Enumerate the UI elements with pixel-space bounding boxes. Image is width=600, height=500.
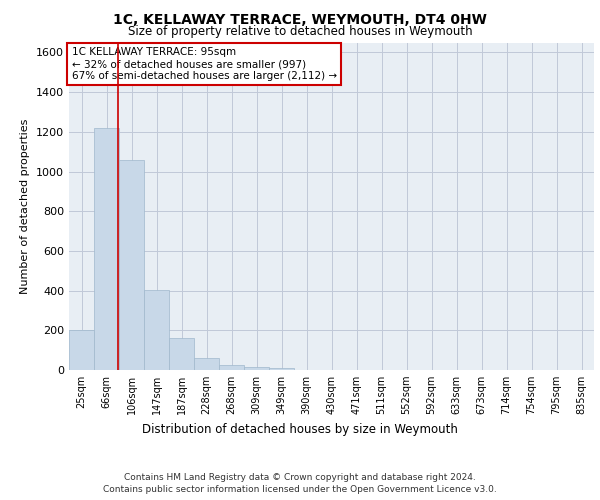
Text: Size of property relative to detached houses in Weymouth: Size of property relative to detached ho… [128,25,472,38]
Y-axis label: Number of detached properties: Number of detached properties [20,118,31,294]
Bar [144,290,169,370]
Text: Contains public sector information licensed under the Open Government Licence v3: Contains public sector information licen… [103,485,497,494]
Bar [219,365,244,370]
Bar [94,128,119,370]
Bar [169,338,194,370]
Text: 1C, KELLAWAY TERRACE, WEYMOUTH, DT4 0HW: 1C, KELLAWAY TERRACE, WEYMOUTH, DT4 0HW [113,12,487,26]
Bar [69,330,94,370]
Text: Distribution of detached houses by size in Weymouth: Distribution of detached houses by size … [142,422,458,436]
Bar [244,367,269,370]
Bar [119,160,144,370]
Text: 1C KELLAWAY TERRACE: 95sqm
← 32% of detached houses are smaller (997)
67% of sem: 1C KELLAWAY TERRACE: 95sqm ← 32% of deta… [71,48,337,80]
Bar [269,368,294,370]
Bar [194,358,219,370]
Text: Contains HM Land Registry data © Crown copyright and database right 2024.: Contains HM Land Registry data © Crown c… [124,472,476,482]
